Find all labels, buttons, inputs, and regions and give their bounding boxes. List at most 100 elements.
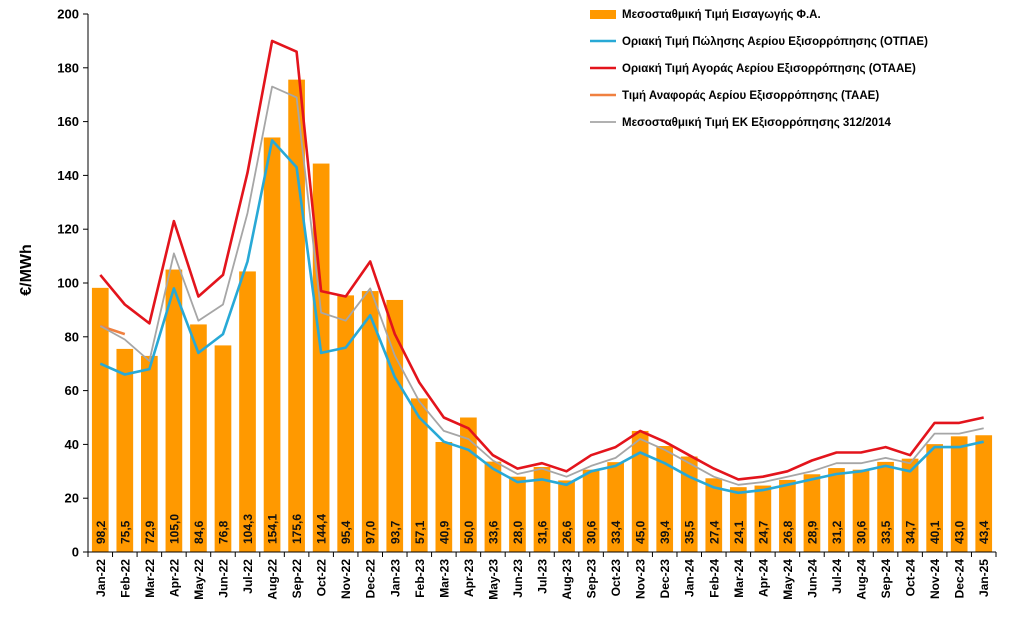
data-label-Aug-24: 30,6 xyxy=(855,520,869,544)
data-label-Nov-24: 40,1 xyxy=(928,520,942,544)
bar-Jul-22 xyxy=(239,271,256,552)
x-tick-label-Aug-23: Aug-23 xyxy=(560,559,574,600)
x-tick-label-Jul-23: Jul-23 xyxy=(536,559,550,594)
data-label-Apr-23: 50,0 xyxy=(462,520,476,544)
data-label-Sep-22: 175,6 xyxy=(290,514,304,544)
data-label-Feb-22: 75,5 xyxy=(118,520,132,544)
y-tick-label-100: 100 xyxy=(57,276,79,291)
x-tick-label-Jul-24: Jul-24 xyxy=(830,559,844,594)
data-label-Jun-24: 28,9 xyxy=(805,520,819,544)
bar-May-22 xyxy=(190,324,207,552)
data-label-Jul-22: 104,3 xyxy=(241,514,255,544)
x-tick-label-Oct-23: Oct-23 xyxy=(609,559,623,597)
bar-Nov-23 xyxy=(631,430,649,552)
x-tick-label-Jan-23: Jan-23 xyxy=(388,559,402,597)
x-tick-label-Sep-23: Sep-23 xyxy=(585,559,599,599)
x-tick-label-Nov-22: Nov-22 xyxy=(339,559,353,599)
y-tick-label-200: 200 xyxy=(57,7,79,22)
bar-Mar-22 xyxy=(141,355,158,552)
data-label-Mar-24: 24,1 xyxy=(732,520,746,544)
x-tick-label-Jan-22: Jan-22 xyxy=(94,559,108,597)
x-tick-label-Dec-23: Dec-23 xyxy=(658,559,672,599)
legend-label-otpae: Οριακή Τιμή Πώλησης Αερίου Εξισορρόπησης… xyxy=(622,36,928,48)
x-tick-label-Jun-23: Jun-23 xyxy=(511,559,525,598)
x-tick-label-Aug-24: Aug-24 xyxy=(855,559,869,600)
legend-label-taae: Τιμή Αναφοράς Αερίου Εξισορρόπησης (ΤΑΑΕ… xyxy=(622,90,879,102)
data-label-Aug-22: 154,1 xyxy=(266,514,280,544)
x-tick-label-Aug-22: Aug-22 xyxy=(266,559,280,600)
legend-label-bars: Μεσοσταθμική Τιμή Εισαγωγής Φ.Α. xyxy=(622,9,821,21)
bar-Sep-24 xyxy=(877,461,894,552)
line-otpae xyxy=(99,139,984,495)
y-tick-label-60: 60 xyxy=(65,383,79,398)
data-label-May-23: 33,6 xyxy=(486,520,500,544)
bar-Jan-24 xyxy=(680,456,698,552)
bar-Mar-24 xyxy=(729,487,747,552)
data-label-Oct-24: 34,7 xyxy=(904,520,918,544)
x-tick-label-Jun-24: Jun-24 xyxy=(805,559,819,598)
data-label-Jan-24: 35,5 xyxy=(683,520,697,544)
x-tick-label-Feb-22: Feb-22 xyxy=(118,559,132,598)
y-tick-label-80: 80 xyxy=(65,329,79,344)
x-tick-label-Oct-22: Oct-22 xyxy=(315,559,329,597)
bar-Feb-22 xyxy=(116,348,134,552)
data-label-Jul-23: 31,6 xyxy=(536,520,550,544)
data-label-Dec-22: 97,0 xyxy=(364,520,378,544)
bar-Nov-22 xyxy=(337,295,355,552)
data-label-Mar-23: 40,9 xyxy=(437,520,451,544)
x-tick-label-Mar-24: Mar-24 xyxy=(732,559,746,598)
data-label-Jul-24: 31,2 xyxy=(830,520,844,544)
data-label-Nov-22: 95,4 xyxy=(339,520,353,544)
lines-group xyxy=(99,39,984,495)
x-tick-label-Feb-24: Feb-24 xyxy=(707,559,721,598)
x-tick-label-Nov-23: Nov-23 xyxy=(634,559,648,599)
data-label-Feb-24: 27,4 xyxy=(707,520,721,544)
data-label-Nov-23: 45,0 xyxy=(634,520,648,544)
legend: Μεσοσταθμική Τιμή Εισαγωγής Φ.Α. Οριακή Τ… xyxy=(590,9,928,129)
y-tick-label-180: 180 xyxy=(57,60,79,75)
y-tick-label-0: 0 xyxy=(72,545,79,560)
legend-label-otaae: Οριακή Τιμή Αγοράς Αερίου Εξισορρόπησης … xyxy=(622,63,916,75)
x-tick-label-Dec-22: Dec-22 xyxy=(364,559,378,599)
data-label-Apr-22: 105,0 xyxy=(167,514,181,544)
data-label-Sep-24: 33,5 xyxy=(879,520,893,544)
x-tick-label-Apr-24: Apr-24 xyxy=(756,559,770,597)
bar-Aug-23 xyxy=(558,480,575,552)
x-tick-label-May-23: May-23 xyxy=(486,559,500,600)
x-tick-label-Jun-22: Jun-22 xyxy=(216,559,230,598)
bar-Mar-23 xyxy=(435,441,453,552)
bar-Apr-24 xyxy=(754,485,772,552)
x-tick-label-Mar-22: Mar-22 xyxy=(143,559,157,598)
y-tick-label-40: 40 xyxy=(65,437,79,452)
x-tick-label-Apr-23: Apr-23 xyxy=(462,559,476,597)
data-label-Sep-23: 30,6 xyxy=(585,520,599,544)
y-tick-label-140: 140 xyxy=(57,168,79,183)
data-label-Mar-22: 72,9 xyxy=(143,520,157,544)
data-label-Apr-24: 24,7 xyxy=(756,520,770,544)
bar-Aug-24 xyxy=(852,469,870,552)
x-tick-label-May-22: May-22 xyxy=(192,559,206,600)
bar-Jun-23 xyxy=(509,476,526,552)
bar-Feb-23 xyxy=(410,398,428,552)
data-label-Dec-24: 43,0 xyxy=(953,520,967,544)
x-tick-label-Jan-25: Jan-25 xyxy=(977,559,991,597)
x-tick-label-May-24: May-24 xyxy=(781,559,795,600)
x-tick-label-Oct-24: Oct-24 xyxy=(904,559,918,597)
bar-Jun-22 xyxy=(214,345,232,552)
x-tick-label-Mar-23: Mar-23 xyxy=(437,559,451,598)
line-otaae xyxy=(99,39,984,481)
x-tick-label-Apr-22: Apr-22 xyxy=(167,559,181,597)
x-tick-label-Nov-24: Nov-24 xyxy=(928,559,942,599)
bar-Nov-24 xyxy=(926,444,943,552)
legend-swatch-bars xyxy=(590,10,616,19)
bar-May-24 xyxy=(779,479,796,552)
data-label-Jan-25: 43,4 xyxy=(977,520,991,544)
data-label-Dec-23: 39,4 xyxy=(658,520,672,544)
bar-Apr-22 xyxy=(165,269,183,552)
x-tick-label-Sep-22: Sep-22 xyxy=(290,559,304,599)
bar-Jan-25 xyxy=(975,435,993,552)
bar-Jun-24 xyxy=(803,474,821,552)
bar-May-23 xyxy=(484,461,502,552)
x-tick-label-Jan-24: Jan-24 xyxy=(683,559,697,597)
